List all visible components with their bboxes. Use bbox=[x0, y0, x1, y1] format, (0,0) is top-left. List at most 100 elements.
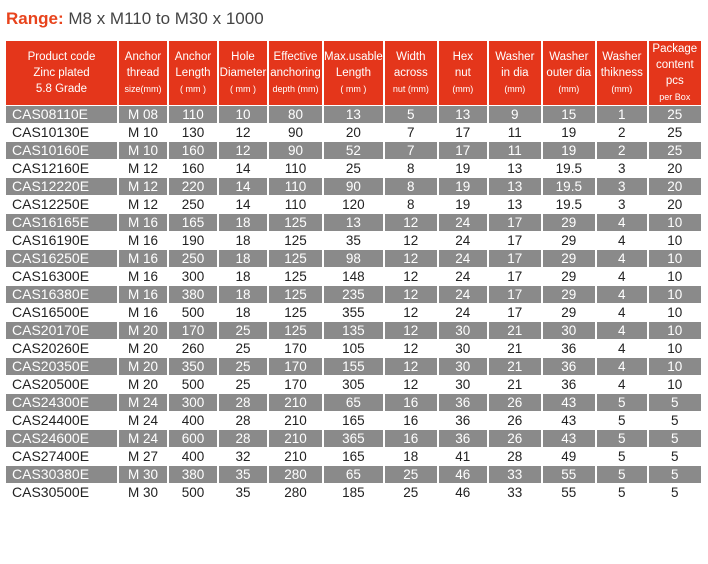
cell-anchor-thread-size: M 12 bbox=[119, 160, 167, 177]
cell-product-code: CAS12220E bbox=[6, 178, 117, 195]
cell-washer-outer-dia: 55 bbox=[542, 484, 595, 501]
cell-washer-in-dia: 13 bbox=[488, 178, 541, 195]
table-body: CAS08110E M 08 110 10 80 13 5 13 9 15 1 25 CAS10130E… bbox=[6, 106, 701, 501]
cell-washer-in-dia: 17 bbox=[488, 286, 541, 303]
cell-washer-thickness: 4 bbox=[596, 322, 647, 339]
cell-effective-anchoring-depth: 125 bbox=[269, 268, 322, 285]
cell-max-usable-length: 235 bbox=[324, 286, 383, 303]
cell-washer-outer-dia: 29 bbox=[542, 232, 595, 249]
cell-hole-diameter: 14 bbox=[219, 178, 267, 195]
table-row: CAS08110E M 08 110 10 80 13 5 13 9 15 1 25 bbox=[6, 106, 701, 123]
cell-package-content: 25 bbox=[648, 124, 701, 141]
cell-hex-nut: 19 bbox=[438, 196, 487, 213]
cell-anchor-length: 400 bbox=[169, 448, 217, 465]
cell-hole-diameter: 18 bbox=[219, 232, 267, 249]
cell-max-usable-length: 165 bbox=[324, 412, 383, 429]
cell-washer-thickness: 4 bbox=[596, 250, 647, 267]
cell-max-usable-length: 148 bbox=[324, 268, 383, 285]
cell-product-code: CAS12160E bbox=[6, 160, 117, 177]
cell-washer-in-dia: 28 bbox=[488, 448, 541, 465]
cell-package-content: 10 bbox=[648, 376, 701, 393]
cell-washer-in-dia: 17 bbox=[488, 232, 541, 249]
cell-hex-nut: 24 bbox=[438, 304, 487, 321]
header-line: Length bbox=[335, 67, 371, 79]
cell-anchor-thread-size: M 24 bbox=[119, 430, 167, 447]
table-row: CAS20350E M 20 350 25 170 155 12 30 21 36 4 10 bbox=[6, 358, 701, 375]
cell-anchor-thread-size: M 20 bbox=[119, 358, 167, 375]
cell-hex-nut: 36 bbox=[438, 412, 487, 429]
table-row: CAS20170E M 20 170 25 125 135 12 30 21 30 4 10 bbox=[6, 322, 701, 339]
cell-anchor-length: 300 bbox=[169, 394, 217, 411]
cell-anchor-length: 160 bbox=[169, 160, 217, 177]
cell-width-across-nut: 12 bbox=[384, 250, 437, 267]
cell-anchor-length: 250 bbox=[169, 250, 217, 267]
cell-hole-diameter: 28 bbox=[219, 430, 267, 447]
header-product-code: Product code Zinc plated 5.8 Grade bbox=[6, 41, 117, 105]
cell-hole-diameter: 12 bbox=[219, 142, 267, 159]
cell-product-code: CAS16380E bbox=[6, 286, 117, 303]
cell-effective-anchoring-depth: 125 bbox=[269, 214, 322, 231]
cell-anchor-thread-size: M 24 bbox=[119, 394, 167, 411]
cell-width-across-nut: 12 bbox=[384, 286, 437, 303]
header-line: content pcs bbox=[655, 59, 694, 87]
cell-product-code: CAS16250E bbox=[6, 250, 117, 267]
cell-washer-in-dia: 17 bbox=[488, 304, 541, 321]
cell-max-usable-length: 90 bbox=[324, 178, 383, 195]
cell-hole-diameter: 18 bbox=[219, 268, 267, 285]
table-row: CAS16250E M 16 250 18 125 98 12 24 17 29 4 10 bbox=[6, 250, 701, 267]
cell-hole-diameter: 32 bbox=[219, 448, 267, 465]
cell-anchor-thread-size: M 08 bbox=[119, 106, 167, 123]
header-line: nut bbox=[454, 67, 471, 79]
cell-washer-in-dia: 17 bbox=[488, 250, 541, 267]
cell-washer-in-dia: 13 bbox=[488, 160, 541, 177]
cell-washer-outer-dia: 43 bbox=[542, 430, 595, 447]
cell-hex-nut: 30 bbox=[438, 322, 487, 339]
cell-hole-diameter: 18 bbox=[219, 214, 267, 231]
header-line: thikness bbox=[600, 67, 643, 79]
cell-washer-outer-dia: 36 bbox=[542, 340, 595, 357]
header-line: Width bbox=[396, 51, 426, 63]
cell-width-across-nut: 7 bbox=[384, 124, 437, 141]
cell-washer-thickness: 5 bbox=[596, 430, 647, 447]
header-line: (mm) bbox=[452, 84, 474, 94]
table-row: CAS16380E M 16 380 18 125 235 12 24 17 29 4 10 bbox=[6, 286, 701, 303]
cell-anchor-thread-size: M 16 bbox=[119, 268, 167, 285]
cell-package-content: 5 bbox=[648, 484, 701, 501]
table-row: CAS30380E M 30 380 35 280 65 25 46 33 55 5 5 bbox=[6, 466, 701, 483]
cell-max-usable-length: 165 bbox=[324, 448, 383, 465]
cell-anchor-length: 300 bbox=[169, 268, 217, 285]
cell-package-content: 10 bbox=[648, 304, 701, 321]
cell-width-across-nut: 12 bbox=[384, 322, 437, 339]
cell-product-code: CAS30500E bbox=[6, 484, 117, 501]
cell-product-code: CAS10130E bbox=[6, 124, 117, 141]
cell-width-across-nut: 12 bbox=[384, 214, 437, 231]
cell-package-content: 10 bbox=[648, 268, 701, 285]
header-line: outer dia bbox=[546, 67, 592, 79]
cell-width-across-nut: 12 bbox=[384, 358, 437, 375]
header-line: Hex bbox=[452, 51, 474, 63]
header-line: Washer bbox=[549, 51, 589, 63]
cell-anchor-thread-size: M 16 bbox=[119, 304, 167, 321]
header-hole-diameter: Hole Diameter ( mm ) bbox=[219, 41, 267, 105]
cell-width-across-nut: 16 bbox=[384, 430, 437, 447]
header-line: (mm) bbox=[504, 84, 526, 94]
cell-width-across-nut: 18 bbox=[384, 448, 437, 465]
cell-max-usable-length: 120 bbox=[324, 196, 383, 213]
cell-package-content: 5 bbox=[648, 394, 701, 411]
cell-washer-outer-dia: 43 bbox=[542, 412, 595, 429]
cell-anchor-length: 220 bbox=[169, 178, 217, 195]
cell-anchor-length: 500 bbox=[169, 376, 217, 393]
cell-hex-nut: 36 bbox=[438, 394, 487, 411]
cell-anchor-thread-size: M 30 bbox=[119, 466, 167, 483]
cell-anchor-thread-size: M 20 bbox=[119, 376, 167, 393]
title-label: Range: bbox=[6, 9, 64, 28]
cell-washer-outer-dia: 43 bbox=[542, 394, 595, 411]
cell-washer-in-dia: 17 bbox=[488, 214, 541, 231]
cell-package-content: 10 bbox=[648, 232, 701, 249]
cell-washer-thickness: 5 bbox=[596, 448, 647, 465]
cell-washer-outer-dia: 36 bbox=[542, 358, 595, 375]
cell-max-usable-length: 13 bbox=[324, 214, 383, 231]
cell-product-code: CAS08110E bbox=[6, 106, 117, 123]
cell-washer-outer-dia: 29 bbox=[542, 304, 595, 321]
cell-max-usable-length: 65 bbox=[324, 466, 383, 483]
